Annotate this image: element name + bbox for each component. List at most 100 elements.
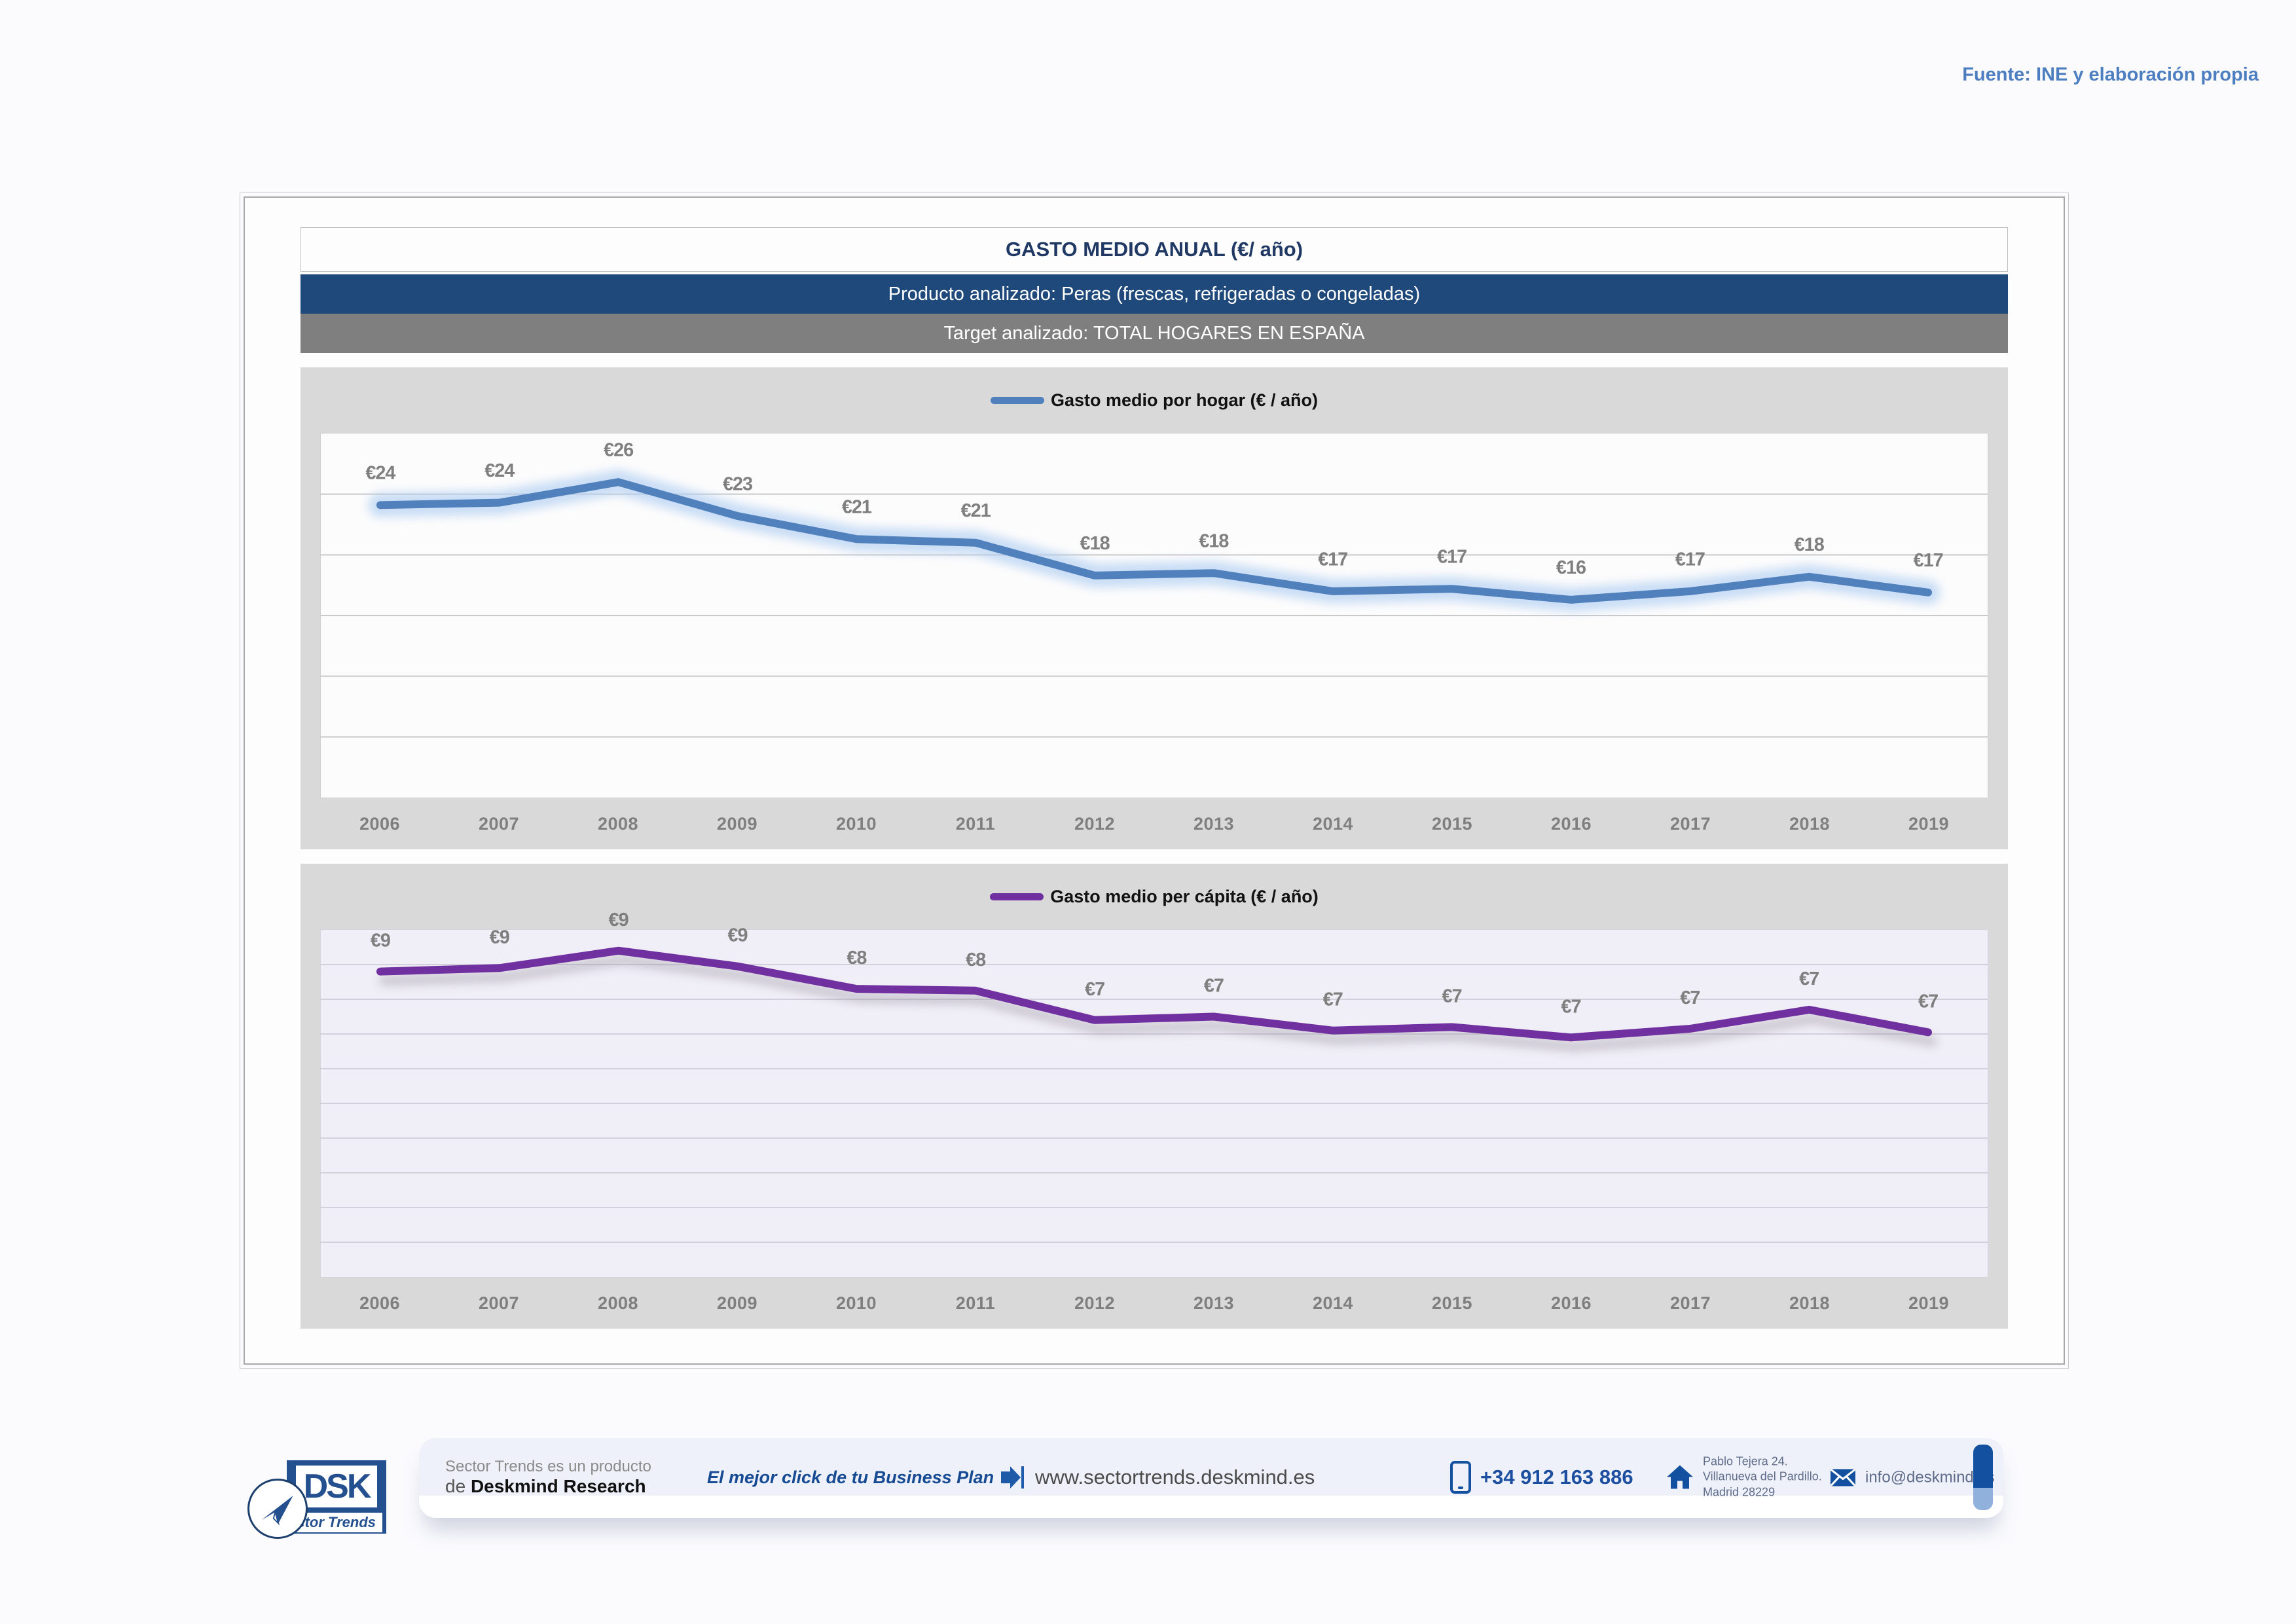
x-axis-label: 2017 xyxy=(1669,1293,1711,1313)
x-axis-label: 2016 xyxy=(1550,814,1592,834)
x-axis-label: 2011 xyxy=(955,814,996,834)
x-axis-label: 2009 xyxy=(716,1293,758,1313)
data-label: €7 xyxy=(1680,987,1700,1008)
report-panel: GASTO MEDIO ANUAL (€/ año) Producto anal… xyxy=(240,193,2069,1369)
data-label: €21 xyxy=(842,497,872,518)
x-axis-label: 2010 xyxy=(835,1293,877,1313)
footer-brand-name: Deskmind Research xyxy=(470,1475,646,1496)
legend-line-swatch xyxy=(990,396,1044,404)
x-axis-label: 2014 xyxy=(1312,1293,1354,1313)
footer-phone[interactable]: +34 912 163 886 xyxy=(1450,1461,1633,1494)
chart-hogar-legend: Gasto medio por hogar (€ / año) xyxy=(320,367,1988,433)
x-axis-label: 2007 xyxy=(478,814,520,834)
footer-product-line1: Sector Trends es un producto xyxy=(445,1457,651,1475)
chart-capita-svg: €9 €9 €9 €9 €8 €8 €7 €7 €7 €7 €7 €7 €7 €7 xyxy=(321,910,1988,1243)
data-label: €7 xyxy=(1323,989,1343,1010)
legend-label: Gasto medio por hogar (€ / año) xyxy=(1050,390,1319,410)
footer-website-url[interactable]: www.sectortrends.deskmind.es xyxy=(1035,1466,1315,1489)
data-label: €7 xyxy=(1442,986,1462,1006)
chart-hogar-x-axis: 2006 2007 2008 2009 2010 2011 2012 2013 2014 2015… xyxy=(320,798,1988,849)
x-axis-label: 2018 xyxy=(1789,814,1831,834)
data-label: €9 xyxy=(490,927,509,948)
dsk-logo-text: DSK xyxy=(296,1466,377,1507)
x-axis-label: 2006 xyxy=(359,814,401,834)
data-label: €26 xyxy=(604,439,633,460)
data-label: €17 xyxy=(1437,547,1467,568)
chart-hogar-svg: €24 €24 €26 €23 €21 €21 €18 €18 €17 €17 €16 €17 €18 €… xyxy=(321,439,1988,738)
dsk-logo: DSK Sector Trends xyxy=(247,1449,411,1553)
address-line-3: Madrid 28229 xyxy=(1703,1485,1776,1499)
x-axis-label: 2015 xyxy=(1431,1293,1473,1313)
dsk-logo-rect: DSK Sector Trends xyxy=(251,1460,386,1534)
report-title: GASTO MEDIO ANUAL (€/ año) xyxy=(301,227,2008,272)
footer-accent-bar xyxy=(1973,1445,1993,1510)
footer-product-line2: de Deskmind Research xyxy=(445,1475,646,1496)
data-label: €9 xyxy=(727,925,747,946)
data-label: €17 xyxy=(1318,549,1347,570)
footer-bar: Sector Trends es un producto de Deskmind… xyxy=(419,1438,2003,1518)
x-axis-label: 2008 xyxy=(597,1293,639,1313)
address-line-1: Pablo Tejera 24. xyxy=(1703,1454,1788,1468)
phone-icon xyxy=(1450,1461,1471,1494)
chart-capita-legend: Gasto medio per cápita (€ / año) xyxy=(320,864,1988,929)
x-axis-label: 2011 xyxy=(955,1293,996,1313)
footer-product-of: Sector Trends es un producto de Deskmind… xyxy=(445,1458,651,1497)
data-label: €7 xyxy=(1561,996,1580,1017)
data-label: €8 xyxy=(847,948,867,969)
data-label: €23 xyxy=(723,473,752,494)
line-shadow xyxy=(378,954,1938,1052)
product-band: Producto analizado: Peras (frescas, refr… xyxy=(301,274,2008,314)
dsk-logo-circle xyxy=(247,1479,308,1539)
footer-phone-number[interactable]: +34 912 163 886 xyxy=(1480,1466,1633,1488)
data-label: €9 xyxy=(371,931,390,951)
footer-website[interactable]: www.sectortrends.deskmind.es xyxy=(998,1464,1315,1491)
data-label: €24 xyxy=(484,460,515,481)
data-label: €7 xyxy=(1085,979,1104,1000)
data-label: €21 xyxy=(961,500,991,521)
chart-capita-x-axis: 2006 2007 2008 2009 2010 2011 2012 2013 2014 2015… xyxy=(320,1278,1988,1329)
chart-capita-plot: €9 €9 €9 €9 €8 €8 €7 €7 €7 €7 €7 €7 €7 €7 xyxy=(320,910,1988,1278)
x-axis-label: 2012 xyxy=(1074,1293,1116,1313)
source-note: Fuente: INE y elaboración propia xyxy=(1962,64,2259,85)
x-axis-label: 2016 xyxy=(1550,1293,1592,1313)
address-line-2: Villanueva del Pardillo. xyxy=(1703,1469,1822,1483)
paper-plane-icon xyxy=(261,1496,293,1526)
data-label: €18 xyxy=(1795,534,1825,555)
x-axis-label: 2009 xyxy=(716,814,758,834)
data-line xyxy=(376,946,1933,1042)
chart-hogar-plot: €24 €24 €26 €23 €21 €21 €18 €18 €17 €17 €16 €17 €18 €… xyxy=(320,433,1988,798)
footer-tagline: El mejor click de tu Business Plan xyxy=(707,1467,994,1487)
x-axis-label: 2012 xyxy=(1074,814,1116,834)
x-axis-label: 2018 xyxy=(1789,1293,1831,1313)
target-band: Target analizado: TOTAL HOGARES EN ESPAÑ… xyxy=(301,314,2008,353)
footer-email[interactable]: info@deskmind.es xyxy=(1830,1468,1995,1486)
line-halo xyxy=(368,470,1941,612)
data-line xyxy=(376,478,1933,604)
mail-icon xyxy=(1830,1469,1856,1486)
x-axis-label: 2007 xyxy=(478,1293,520,1313)
legend-line-swatch xyxy=(990,893,1044,900)
x-axis-label: 2013 xyxy=(1193,814,1235,834)
data-label: €7 xyxy=(1918,991,1938,1012)
x-axis-label: 2014 xyxy=(1312,814,1354,834)
data-label: €16 xyxy=(1556,557,1586,578)
x-axis-label: 2010 xyxy=(835,814,877,834)
chart-capita-block: Gasto medio per cápita (€ / año) €9 €9 €9 €… xyxy=(301,864,2008,1329)
x-axis-label: 2017 xyxy=(1669,814,1711,834)
x-axis-label: 2019 xyxy=(1908,1293,1950,1313)
data-label: €17 xyxy=(1675,549,1705,570)
x-axis-label: 2019 xyxy=(1908,814,1950,834)
x-axis-label: 2006 xyxy=(359,1293,401,1313)
data-label: €18 xyxy=(1080,533,1110,554)
x-axis-label: 2008 xyxy=(597,814,639,834)
data-label: €8 xyxy=(966,950,986,970)
arrow-link-icon xyxy=(1001,1466,1024,1489)
home-icon xyxy=(1667,1465,1693,1489)
footer-email-address[interactable]: info@deskmind.es xyxy=(1865,1468,1995,1486)
footer-address: Pablo Tejera 24. Villanueva del Pardillo… xyxy=(1666,1454,1822,1500)
legend-label: Gasto medio per cápita (€ / año) xyxy=(1050,886,1319,906)
data-label: €7 xyxy=(1204,975,1224,996)
data-label: €9 xyxy=(609,910,629,931)
data-label: €7 xyxy=(1799,969,1819,989)
chart-hogar-block: Gasto medio por hogar (€ / año) €24 €24 €2… xyxy=(301,367,2008,849)
